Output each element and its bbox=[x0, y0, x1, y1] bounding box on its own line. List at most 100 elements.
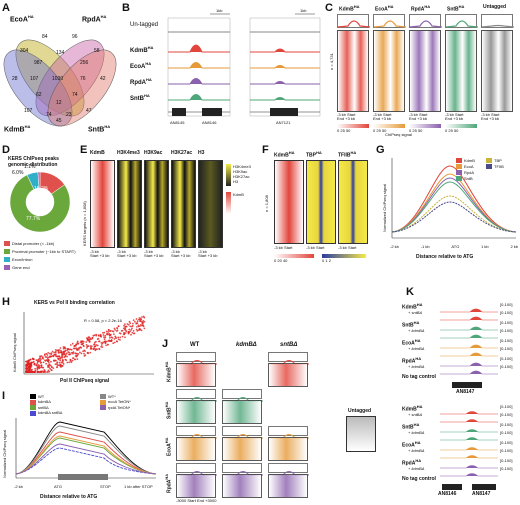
series-line bbox=[15, 443, 157, 475]
heatmap bbox=[306, 160, 336, 244]
venn-count: 58 bbox=[94, 48, 100, 54]
venn-count: 42 bbox=[100, 76, 106, 82]
heatmap-ticks: -3 kb Start End +3 kb bbox=[481, 112, 500, 121]
k-range: [0-100] bbox=[500, 346, 513, 351]
pie-slice bbox=[9, 174, 71, 233]
venn-count: 1030 bbox=[52, 76, 64, 82]
j-profile bbox=[222, 389, 263, 402]
k-track bbox=[440, 464, 498, 477]
heatmap-col-title: KdmBHA bbox=[339, 4, 360, 13]
heatmap bbox=[373, 30, 405, 112]
k-gene bbox=[472, 484, 496, 490]
k-track bbox=[440, 446, 498, 459]
f-ticks: -3 kb Start bbox=[338, 245, 357, 250]
i-legend-right: WT* ecoA TetON* rpdA TetON* bbox=[100, 394, 131, 411]
e-col-title: H3K9ac bbox=[144, 150, 163, 156]
j-profile bbox=[268, 352, 309, 365]
venn-counts: 304 84 96 58 987 134 256 28 107 1030 76 … bbox=[0, 20, 120, 128]
k-track bbox=[440, 362, 498, 375]
j-heatmap bbox=[222, 437, 262, 461]
k-track bbox=[440, 318, 498, 331]
e-ticks: -3 kb Start +3 kb bbox=[171, 249, 191, 258]
series-line bbox=[391, 165, 517, 233]
f-col-title: KdmBHA bbox=[274, 150, 295, 159]
e-col-title: H3K4me3 bbox=[117, 150, 140, 156]
g-line-chart bbox=[391, 158, 517, 239]
k-notag-label: No tag control bbox=[402, 374, 436, 380]
panel-label-b: B bbox=[122, 2, 130, 14]
panel-label-g: G bbox=[376, 144, 385, 156]
legend-item: Distal promoter (< -1kb) bbox=[4, 240, 80, 248]
k-gene-label: AN8147 bbox=[456, 389, 475, 395]
e-ticks: -3 kb Start +3 kb bbox=[117, 249, 137, 258]
pie-chart bbox=[9, 171, 71, 233]
panel-j: J WT kdmBΔ sntBΔ KdmBHA SntBHA EcoAHA RpdAH… bbox=[162, 338, 400, 505]
heatmap bbox=[144, 160, 169, 248]
heatmap-col-title: EcoAHA bbox=[375, 4, 394, 13]
venn-count: 74 bbox=[46, 112, 52, 118]
heatmap-ticks: -3 kb Start End +3 kb bbox=[373, 112, 392, 121]
profile-plot bbox=[481, 14, 515, 28]
k-track bbox=[440, 336, 498, 349]
gene-label: AN8145 bbox=[170, 120, 185, 125]
pie-title: KERS ChIPseq peaks genomic distribution bbox=[8, 156, 59, 168]
track-label-untagged: Un-tagged bbox=[130, 22, 159, 28]
legend-item: RpdA bbox=[456, 170, 475, 176]
venn-count: 62 bbox=[36, 92, 42, 98]
k-mut-label: + sntBΔ bbox=[408, 310, 423, 315]
k-track bbox=[440, 410, 498, 423]
k-track-label: EcoAHA bbox=[402, 440, 421, 449]
venn-ellipse-sntb bbox=[47, 49, 117, 127]
j-profile bbox=[176, 463, 217, 476]
k-track bbox=[440, 308, 498, 321]
panel-label-e: E bbox=[80, 144, 88, 156]
h-xlabel: Pol II ChIPseq signal bbox=[60, 378, 110, 384]
venn-label-rpda: RpdAHA bbox=[82, 14, 107, 24]
k-gene-label: AN8146 bbox=[438, 491, 457, 497]
heatmap-col-title: SntBHA bbox=[447, 4, 465, 13]
genome-tracks bbox=[167, 13, 321, 117]
legend-item: SntB bbox=[456, 176, 475, 182]
e-ticks: -3 kb Start +3 kb bbox=[90, 249, 110, 258]
k-gene bbox=[442, 484, 462, 490]
h-scatter bbox=[23, 312, 154, 375]
kers-targets-label: KERS targets (n = 1,808) bbox=[82, 201, 87, 246]
venn-count: 96 bbox=[72, 34, 78, 40]
panel-c: C n = 4,731 KdmBHA -3 kb Start End +3 kb 0 … bbox=[325, 0, 520, 140]
i-line-chart bbox=[15, 418, 157, 480]
series-line bbox=[15, 435, 157, 475]
g-legend: KdmB EcoA RpdA SntB bbox=[456, 158, 475, 182]
k-range: [0-100] bbox=[500, 338, 513, 343]
panel-d: D KERS ChIPseq peaks genomic distributio… bbox=[0, 142, 80, 292]
venn-ellipse-rpda bbox=[35, 39, 105, 117]
venn-count: 134 bbox=[56, 50, 65, 56]
j-heatmap bbox=[176, 474, 216, 498]
j-heatmap bbox=[222, 400, 262, 424]
j-ticks: -3000 Start End +3000 bbox=[176, 498, 217, 503]
series-line bbox=[15, 425, 157, 475]
track-label-sntb: SntBHA bbox=[130, 93, 150, 102]
k-range: [0-100] bbox=[500, 440, 513, 445]
profile-plot bbox=[445, 14, 479, 28]
heatmap-unit: ChIPseq signal bbox=[385, 132, 412, 137]
j-heatmap bbox=[176, 363, 216, 387]
k-track bbox=[440, 344, 498, 357]
j-row-label: KdmBHA bbox=[164, 361, 173, 382]
f-col-title: TBPHA bbox=[306, 150, 322, 159]
j-row-label: RpdAHA bbox=[164, 473, 173, 493]
j-heatmap bbox=[268, 474, 308, 498]
legend-item: kdmBΔ sntBΔ bbox=[30, 410, 62, 416]
k-track bbox=[440, 456, 498, 469]
legend-item: TBP bbox=[486, 158, 504, 164]
panel-a: A EcoAHA RpdAHA KdmBHA SntBHA 304 84 96 … bbox=[0, 0, 120, 140]
k-range: [0-100] bbox=[500, 364, 513, 369]
k-track bbox=[440, 438, 498, 451]
h-ylabel: KdmB ChIPseq signal bbox=[12, 333, 17, 372]
venn-count: 256 bbox=[80, 60, 89, 66]
series-line bbox=[15, 421, 157, 475]
heatmap-scale: 0 25 50 bbox=[337, 124, 369, 133]
series-line bbox=[15, 447, 157, 475]
legend-item: EcoA bbox=[456, 164, 475, 170]
k-mut-label: + kdmBΔ bbox=[408, 466, 425, 471]
k-range: [0-100] bbox=[500, 320, 513, 325]
